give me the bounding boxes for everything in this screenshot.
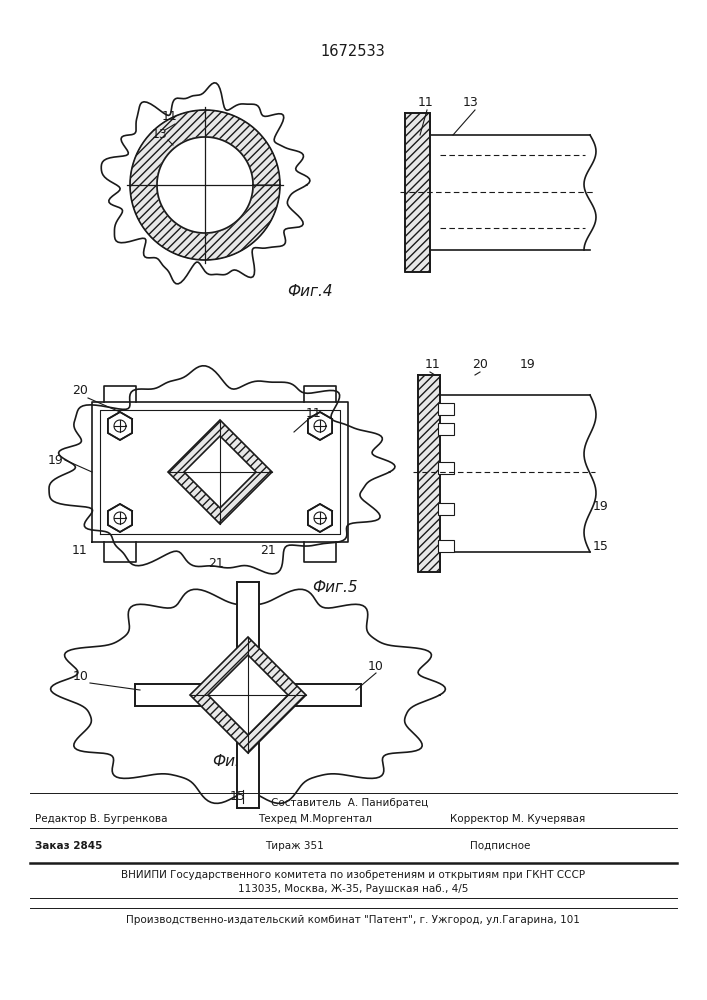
Polygon shape xyxy=(190,637,306,753)
Text: 21: 21 xyxy=(208,557,223,570)
Text: 13: 13 xyxy=(152,128,168,141)
Text: 20: 20 xyxy=(72,384,88,397)
Text: 11: 11 xyxy=(72,544,88,557)
Polygon shape xyxy=(405,113,430,272)
Text: 10: 10 xyxy=(368,660,384,673)
Text: 15: 15 xyxy=(593,540,609,553)
Polygon shape xyxy=(49,366,395,574)
Text: 19: 19 xyxy=(48,454,64,467)
Text: 113035, Москва, Ж-35, Раушская наб., 4/5: 113035, Москва, Ж-35, Раушская наб., 4/5 xyxy=(238,884,468,894)
Bar xyxy=(438,503,454,515)
Text: 1672533: 1672533 xyxy=(321,44,385,60)
Text: Составитель  А. Панибратец: Составитель А. Панибратец xyxy=(271,798,428,808)
Text: 21: 21 xyxy=(260,544,276,557)
Text: Тираж 351: Тираж 351 xyxy=(265,841,324,851)
Text: 15: 15 xyxy=(230,790,246,803)
Text: 10: 10 xyxy=(73,670,89,683)
Text: 11: 11 xyxy=(425,358,440,371)
Text: Редактор В. Бугренкова: Редактор В. Бугренкова xyxy=(35,814,168,824)
Polygon shape xyxy=(184,436,256,508)
Text: 11: 11 xyxy=(418,96,434,109)
Text: 19: 19 xyxy=(520,358,536,371)
Polygon shape xyxy=(51,589,445,803)
Polygon shape xyxy=(308,412,332,440)
Bar xyxy=(438,403,454,415)
Text: Фиг.5: Фиг.5 xyxy=(312,580,358,595)
Polygon shape xyxy=(168,420,272,524)
Polygon shape xyxy=(130,110,280,260)
Polygon shape xyxy=(135,684,220,706)
Text: Подписное: Подписное xyxy=(470,841,530,851)
Text: ВНИИПИ Государственного комитета по изобретениям и открытиям при ГКНТ СССР: ВНИИПИ Государственного комитета по изоб… xyxy=(121,870,585,880)
Text: Заказ 2845: Заказ 2845 xyxy=(35,841,103,851)
Polygon shape xyxy=(101,83,310,284)
Polygon shape xyxy=(108,504,132,532)
Polygon shape xyxy=(237,723,259,808)
Text: 20: 20 xyxy=(472,358,488,371)
Text: Корректор М. Кучерявая: Корректор М. Кучерявая xyxy=(450,814,585,824)
Text: Техред М.Моргентал: Техред М.Моргентал xyxy=(258,814,372,824)
Bar xyxy=(438,423,454,435)
Text: Фиг.6: Фиг.6 xyxy=(212,754,258,770)
Text: 19: 19 xyxy=(593,500,609,513)
Polygon shape xyxy=(130,110,280,260)
Text: Производственно-издательский комбинат "Патент", г. Ужгород, ул.Гагарина, 101: Производственно-издательский комбинат "П… xyxy=(126,915,580,925)
Polygon shape xyxy=(108,412,132,440)
Polygon shape xyxy=(276,684,361,706)
Text: 11: 11 xyxy=(306,407,322,420)
Text: 11: 11 xyxy=(162,110,177,123)
Text: Фиг.4: Фиг.4 xyxy=(287,284,333,300)
Polygon shape xyxy=(208,655,288,735)
Polygon shape xyxy=(157,137,253,233)
Bar xyxy=(438,540,454,552)
Text: 13: 13 xyxy=(463,96,479,109)
Bar xyxy=(438,462,454,474)
Polygon shape xyxy=(237,582,259,667)
Polygon shape xyxy=(418,375,440,572)
Polygon shape xyxy=(308,504,332,532)
